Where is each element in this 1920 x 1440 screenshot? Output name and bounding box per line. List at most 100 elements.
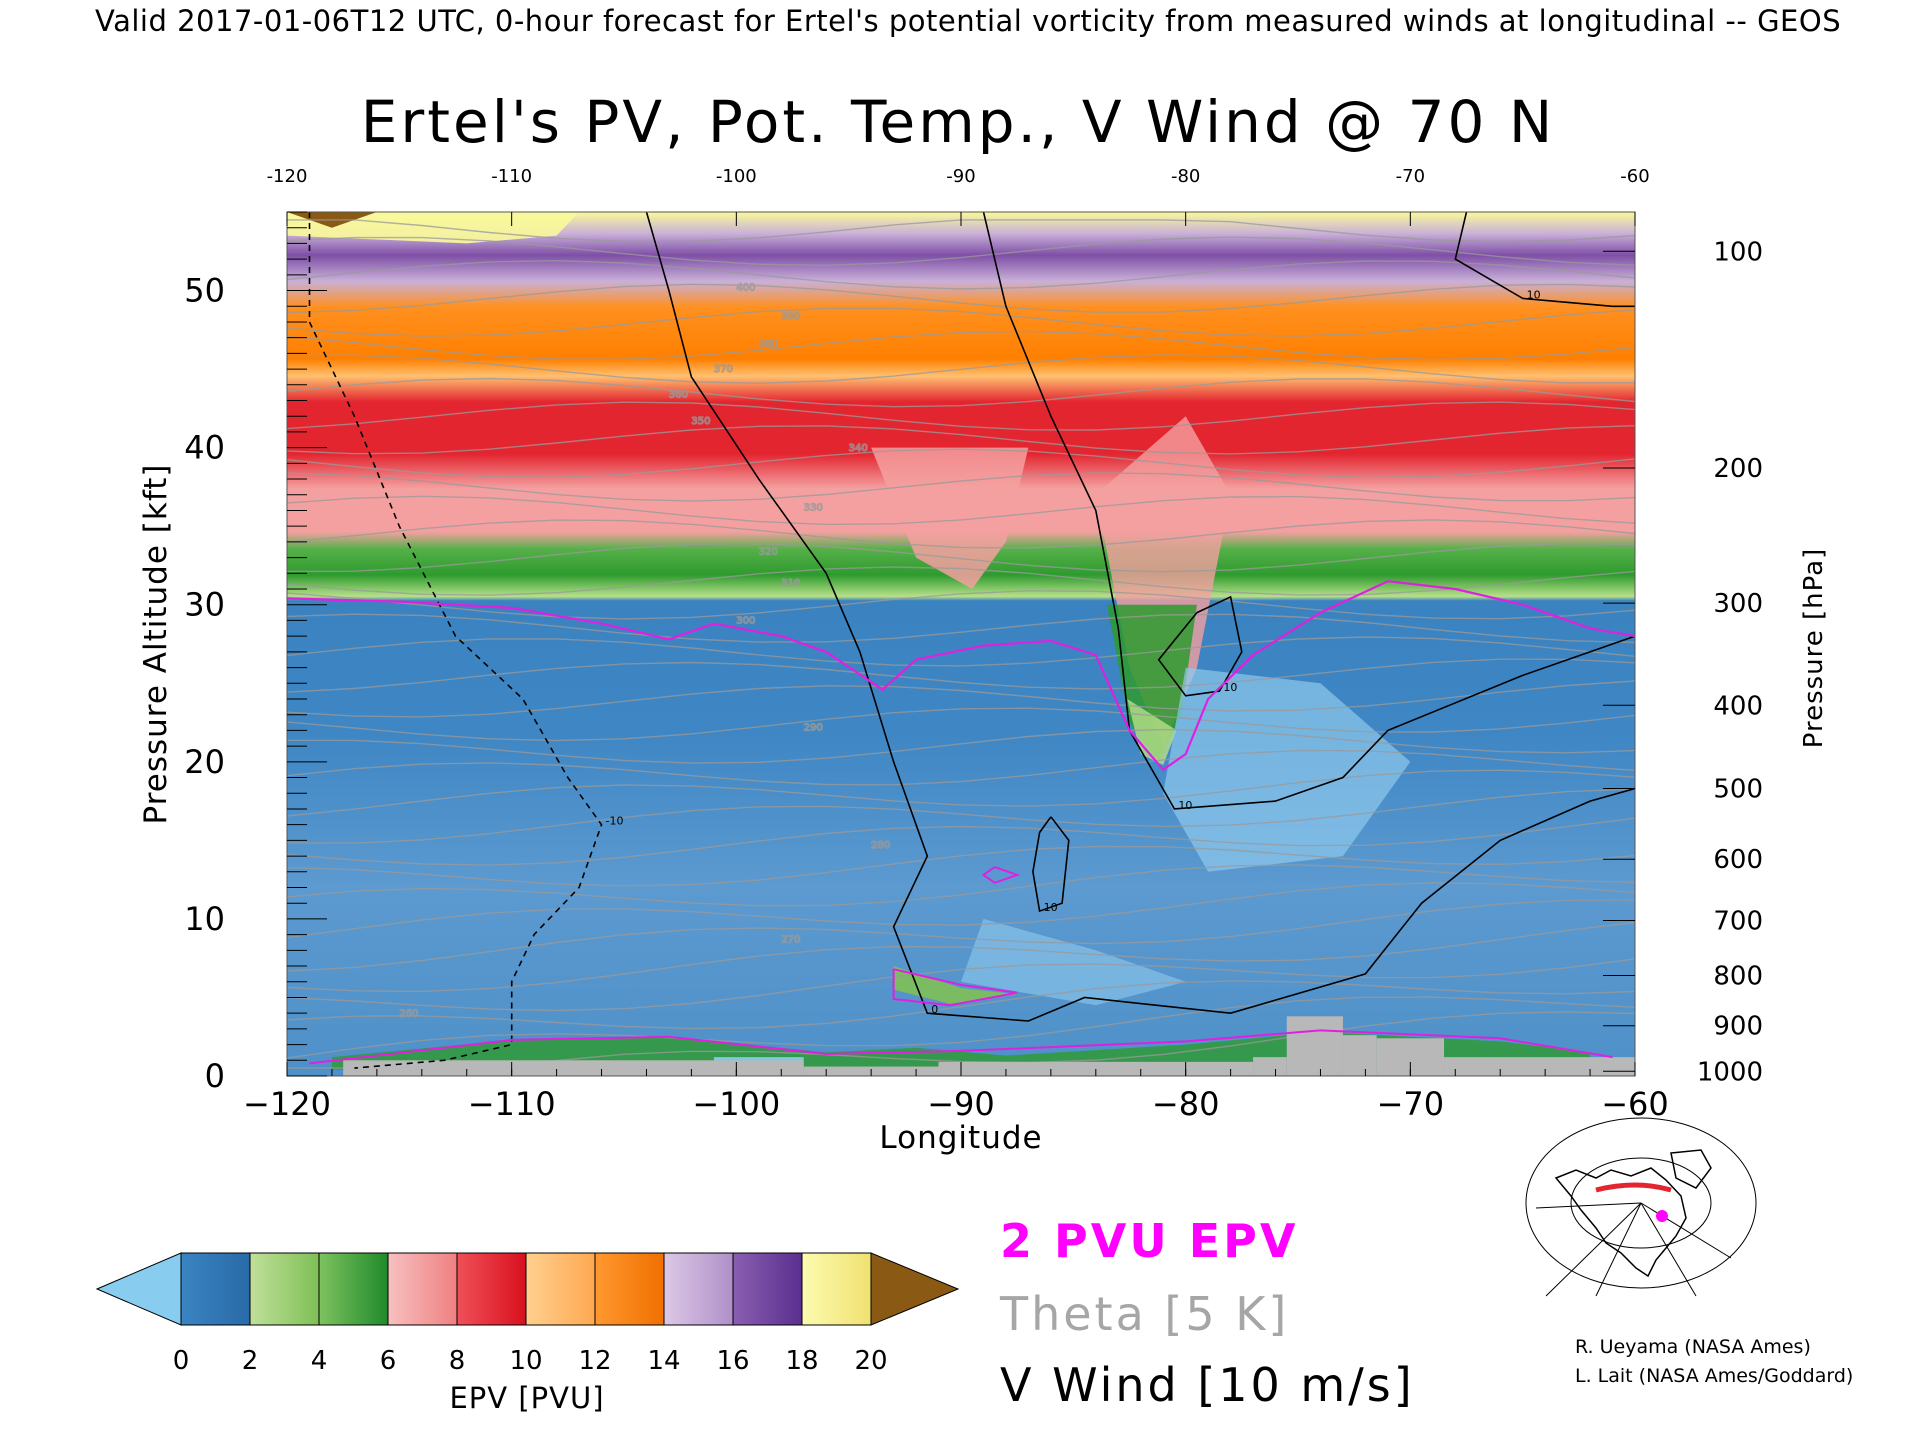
theta-isentrope bbox=[287, 996, 1635, 1059]
top-tick-label: -80 bbox=[1171, 166, 1200, 187]
pressure-tick-label: 600 bbox=[1713, 845, 1763, 875]
y-tick-label: 0 bbox=[205, 1057, 225, 1095]
pressure-axis-label: Pressure [hPa] bbox=[1799, 548, 1829, 749]
theta-label: 330 bbox=[804, 502, 823, 513]
legend-theta: Theta [5 K] bbox=[1000, 1287, 1290, 1341]
legend-2pvu-epv: 2 PVU EPV bbox=[1000, 1214, 1299, 1268]
theta-isentrope bbox=[287, 658, 1635, 693]
v-wind-contour-label: 10 bbox=[1044, 901, 1058, 914]
colorbar-below-triangle bbox=[95, 1252, 182, 1326]
terrain-block bbox=[1286, 1016, 1343, 1076]
theta-isentrope bbox=[287, 542, 1635, 573]
colorbar-tick-label: 20 bbox=[854, 1346, 887, 1376]
pressure-tick-label: 100 bbox=[1713, 237, 1763, 267]
x-tick-label: −90 bbox=[927, 1085, 995, 1123]
x-axis-label: Longitude bbox=[879, 1120, 1042, 1156]
x-tick-label: −120 bbox=[243, 1085, 331, 1123]
theta-label: 340 bbox=[849, 443, 868, 454]
colorbar-tick-label: 6 bbox=[380, 1346, 397, 1376]
y-tick-label: 30 bbox=[184, 586, 225, 624]
theta-label: 380 bbox=[759, 339, 778, 350]
theta-label: 310 bbox=[781, 578, 800, 589]
credit-line: L. Lait (NASA Ames/Goddard) bbox=[1575, 1365, 1854, 1387]
theta-isentrope bbox=[287, 236, 1635, 267]
colorbar-above-triangle bbox=[870, 1252, 960, 1326]
locator-map-meridian bbox=[1640, 1202, 1697, 1297]
plot-title-text: Ertel's PV, Pot. Temp., V Wind @ 70 N bbox=[360, 88, 1556, 156]
terrain-block bbox=[1342, 1035, 1377, 1076]
north-america-coastline bbox=[1554, 1167, 1687, 1278]
theta-isentrope bbox=[287, 472, 1635, 502]
pressure-tick-label: 1000 bbox=[1697, 1057, 1763, 1087]
theta-isentrope bbox=[287, 980, 1635, 1030]
theta-label: 260 bbox=[399, 1008, 418, 1019]
epv-feature bbox=[893, 966, 1018, 1004]
y-tick-label: 50 bbox=[184, 272, 225, 310]
top-tick-label: -120 bbox=[267, 166, 308, 187]
theta-isentrope bbox=[287, 307, 1635, 337]
locator-map-grid-circle bbox=[1570, 1157, 1712, 1249]
locator-map bbox=[1525, 1117, 1757, 1297]
theta-isentrope bbox=[287, 495, 1635, 526]
y-tick-label: 20 bbox=[184, 743, 225, 781]
v-wind-contour bbox=[1032, 816, 1070, 913]
v-wind-contour bbox=[982, 212, 1635, 810]
theta-isentrope bbox=[287, 788, 1635, 844]
theta-isentrope bbox=[287, 377, 1635, 408]
v-wind-contour bbox=[1454, 212, 1635, 308]
theta-isentrope bbox=[287, 882, 1635, 939]
pv2-contour bbox=[892, 968, 1018, 1007]
colorbar-label: EPV [PVU] bbox=[449, 1381, 604, 1415]
theta-label: 370 bbox=[714, 364, 733, 375]
theta-isentrope bbox=[287, 899, 1635, 972]
theta-isentrope bbox=[287, 817, 1635, 866]
theta-isentrope bbox=[287, 707, 1635, 742]
theta-isentrope bbox=[287, 728, 1635, 764]
theta-isentrope bbox=[287, 769, 1635, 817]
epv-feature bbox=[1107, 604, 1197, 762]
locator-map-grid-circle bbox=[1525, 1117, 1757, 1289]
theta-isentrope bbox=[287, 330, 1635, 361]
terrain-block bbox=[343, 1060, 804, 1076]
y-tick-label: 10 bbox=[184, 900, 225, 938]
pv2-contour bbox=[981, 866, 1021, 884]
x-tick-label: −80 bbox=[1152, 1085, 1220, 1123]
theta-isentrope bbox=[287, 864, 1635, 907]
colorbar-tick-label: 4 bbox=[311, 1346, 328, 1376]
y-axis-label: Pressure Altitude [kft] bbox=[138, 464, 174, 825]
header-line: Valid 2017-01-06T12 UTC, 0-hour forecast… bbox=[95, 4, 1842, 38]
x-tick-label: −70 bbox=[1377, 1085, 1445, 1123]
theta-isentrope bbox=[287, 921, 1635, 993]
epv-field-background bbox=[287, 212, 1635, 1076]
theta-label: 300 bbox=[736, 616, 755, 627]
colorbar-tick-label: 12 bbox=[578, 1346, 611, 1376]
locator-map-meridian bbox=[1545, 1202, 1642, 1297]
theta-isentrope bbox=[287, 354, 1635, 384]
theta-isentrope bbox=[287, 749, 1635, 786]
theta-isentrope bbox=[287, 425, 1635, 455]
top-tick-label: -90 bbox=[946, 166, 975, 187]
theta-label: 290 bbox=[804, 722, 823, 733]
locator-map-meridian bbox=[1595, 1202, 1642, 1297]
theta-isentrope bbox=[287, 680, 1635, 718]
theta-isentrope bbox=[287, 636, 1635, 667]
y-tick-label: 40 bbox=[184, 429, 225, 467]
theta-isentrope bbox=[287, 613, 1635, 644]
theta-label: 350 bbox=[691, 416, 710, 427]
colorbar-tick-label: 14 bbox=[647, 1346, 680, 1376]
colorbar-tick-label: 16 bbox=[716, 1346, 749, 1376]
x-tick-label: −100 bbox=[692, 1085, 780, 1123]
theta-isentrope bbox=[287, 259, 1635, 290]
theta-label: 280 bbox=[871, 840, 890, 851]
plot-title: Ertel's PV, Pot. Temp., V Wind @ 70 N bbox=[0, 88, 1920, 156]
locator-map-meridian bbox=[1535, 1202, 1642, 1209]
pressure-tick-label: 200 bbox=[1713, 454, 1763, 484]
theta-isentrope bbox=[287, 958, 1635, 1012]
theta-label: 390 bbox=[781, 311, 800, 322]
pressure-tick-label: 800 bbox=[1713, 961, 1763, 991]
pressure-tick-label: 700 bbox=[1713, 906, 1763, 936]
v-wind-contour bbox=[1157, 595, 1243, 697]
pressure-tick-label: 900 bbox=[1713, 1012, 1763, 1042]
credit-line: R. Ueyama (NASA Ames) bbox=[1575, 1336, 1811, 1358]
top-tick-label: -110 bbox=[491, 166, 532, 187]
